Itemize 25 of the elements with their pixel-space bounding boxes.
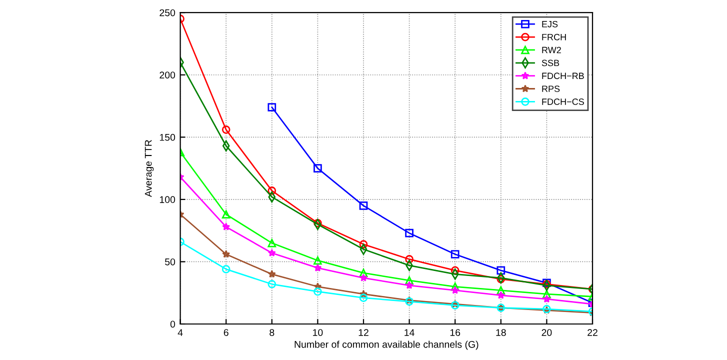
legend-label: FDCH−RB <box>542 72 584 80</box>
x-tick-label: 20 <box>542 329 552 336</box>
x-tick-label: 6 <box>224 329 228 336</box>
y-tick-label: 0 <box>170 320 176 328</box>
y-axis-title: Average TTR <box>144 140 154 198</box>
y-tick-label: 50 <box>165 258 176 266</box>
y-tick-label: 250 <box>160 9 176 16</box>
legend-label: SSB <box>542 60 560 66</box>
legend-label: FDCH−CS <box>542 98 584 105</box>
legend-label: RW2 <box>542 46 561 54</box>
x-tick-label: 8 <box>270 329 274 336</box>
x-tick-label: 22 <box>588 329 598 336</box>
x-tick-label: 10 <box>313 329 323 336</box>
x-tick-label: 4 <box>178 329 183 336</box>
legend-label: RPS <box>542 86 560 92</box>
x-tick-label: 12 <box>358 329 368 336</box>
y-tick-label: 100 <box>160 196 176 204</box>
legend-label: FRCH <box>542 34 566 40</box>
x-tick-label: 18 <box>496 329 506 336</box>
x-tick-label: 14 <box>404 329 414 336</box>
x-tick-label: 16 <box>450 329 460 336</box>
y-tick-label: 200 <box>160 72 176 78</box>
x-axis-title: Number of common available channels (G) <box>294 340 478 350</box>
y-tick-label: 150 <box>160 134 176 141</box>
legend-label: EJS <box>542 20 558 28</box>
